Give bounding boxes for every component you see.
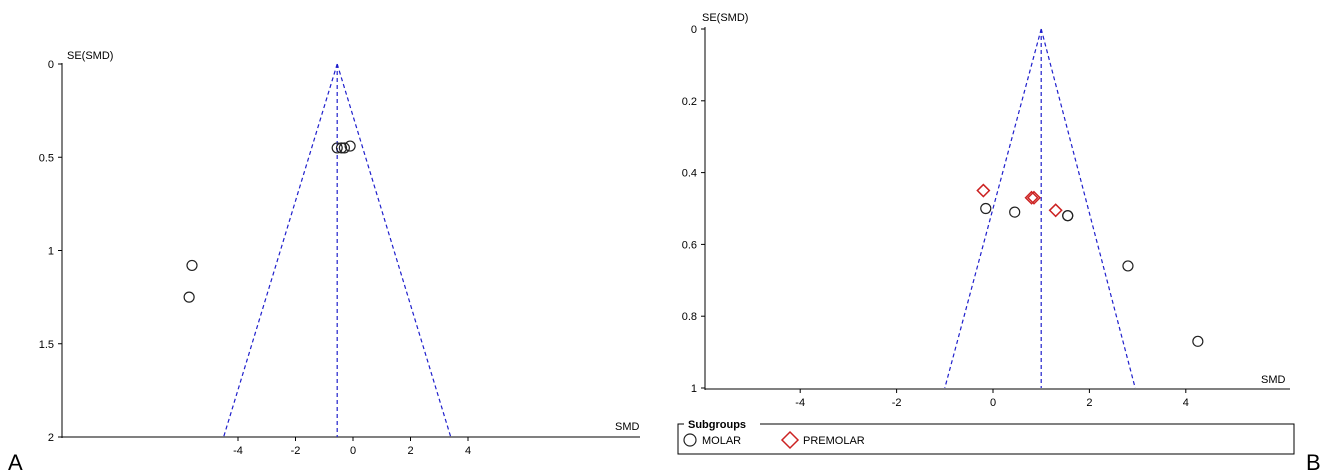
- funnel-left-line: [223, 63, 338, 438]
- plot-area-b: -4 -2 0 2 4 0 0.2 0.4 0.6 0.8 1: [682, 24, 1204, 409]
- data-point-circle: [331, 142, 343, 154]
- data-point-diamond: [1026, 190, 1042, 205]
- x-tick-label: -2: [291, 445, 301, 457]
- funnel-right-line: [336, 63, 452, 438]
- x-tick-label: 4: [1183, 397, 1189, 409]
- data-point-diamond: [1048, 203, 1063, 218]
- panel-label-b: B: [1306, 450, 1321, 472]
- legend-item-premolar: PREMOLAR: [803, 435, 865, 447]
- data-point-circle: [335, 142, 348, 154]
- x-axis-label-b: SMD: [1261, 374, 1286, 386]
- x-tick-label: 4: [465, 445, 471, 457]
- plot-area-a: -4 -2 0 2 4 0 0.5 1 1.5 2: [39, 59, 471, 457]
- data-point-circle: [1122, 260, 1134, 272]
- y-tick-label: 0: [48, 59, 54, 71]
- data-point-circle: [1009, 206, 1021, 218]
- legend-title-bg: [684, 418, 760, 430]
- x-tick-label: -4: [233, 445, 243, 457]
- legend: Subgroups MOLAR PREMOLAR: [677, 418, 1295, 455]
- data-point-circle: [344, 140, 356, 152]
- y-tick-label: 0.6: [682, 239, 697, 251]
- y-tick-label: 1: [48, 246, 54, 258]
- y-tick-label: 2: [48, 432, 54, 444]
- y-tick-label: 0.8: [682, 311, 697, 323]
- circle-icon: [683, 433, 697, 447]
- data-point-circle: [338, 142, 350, 154]
- x-tick-label: -4: [795, 397, 805, 409]
- x-tick-label: 0: [990, 397, 996, 409]
- y-tick-label: 1.5: [39, 339, 54, 351]
- x-tick-label: 0: [350, 445, 356, 457]
- data-point-circle: [183, 291, 195, 303]
- data-point-circle: [1062, 210, 1074, 222]
- y-tick-label: 1: [691, 383, 697, 395]
- y-tick-label: 0.5: [39, 152, 54, 164]
- legend-title: Subgroups: [688, 419, 746, 431]
- funnel-left-line: [944, 28, 1042, 389]
- data-point-circle: [980, 202, 992, 215]
- y-axis-label-b: SE(SMD): [702, 12, 748, 24]
- funnel-plot-a: A SE(SMD) SMD -4 -2 0 2 4 0 0.5 1 1.5 2: [8, 50, 640, 472]
- funnel-right-line: [1040, 28, 1136, 389]
- panel-label-a: A: [8, 450, 23, 472]
- y-tick-label: 0.2: [682, 96, 697, 108]
- legend-item-molar: MOLAR: [702, 435, 741, 447]
- y-tick-label: 0: [691, 24, 697, 36]
- y-tick-label: 0.4: [682, 168, 697, 180]
- x-axis-label-a: SMD: [615, 421, 640, 433]
- funnel-plot-b: B SE(SMD) SMD -4 -2 0 2 4 0 0.2 0.4 0.6 0.8 1 Subg…: [677, 12, 1321, 472]
- y-axis-label-a: SE(SMD): [67, 50, 113, 62]
- data-point-diamond: [976, 183, 991, 198]
- data-point-circle: [1192, 335, 1204, 347]
- diamond-icon: [780, 430, 800, 450]
- x-tick-label: 2: [1086, 397, 1092, 409]
- data-point-circle: [186, 259, 198, 272]
- x-tick-label: -2: [892, 397, 902, 409]
- legend-box: [677, 423, 1295, 455]
- x-tick-label: 2: [407, 445, 413, 457]
- data-point-diamond: [1024, 190, 1039, 205]
